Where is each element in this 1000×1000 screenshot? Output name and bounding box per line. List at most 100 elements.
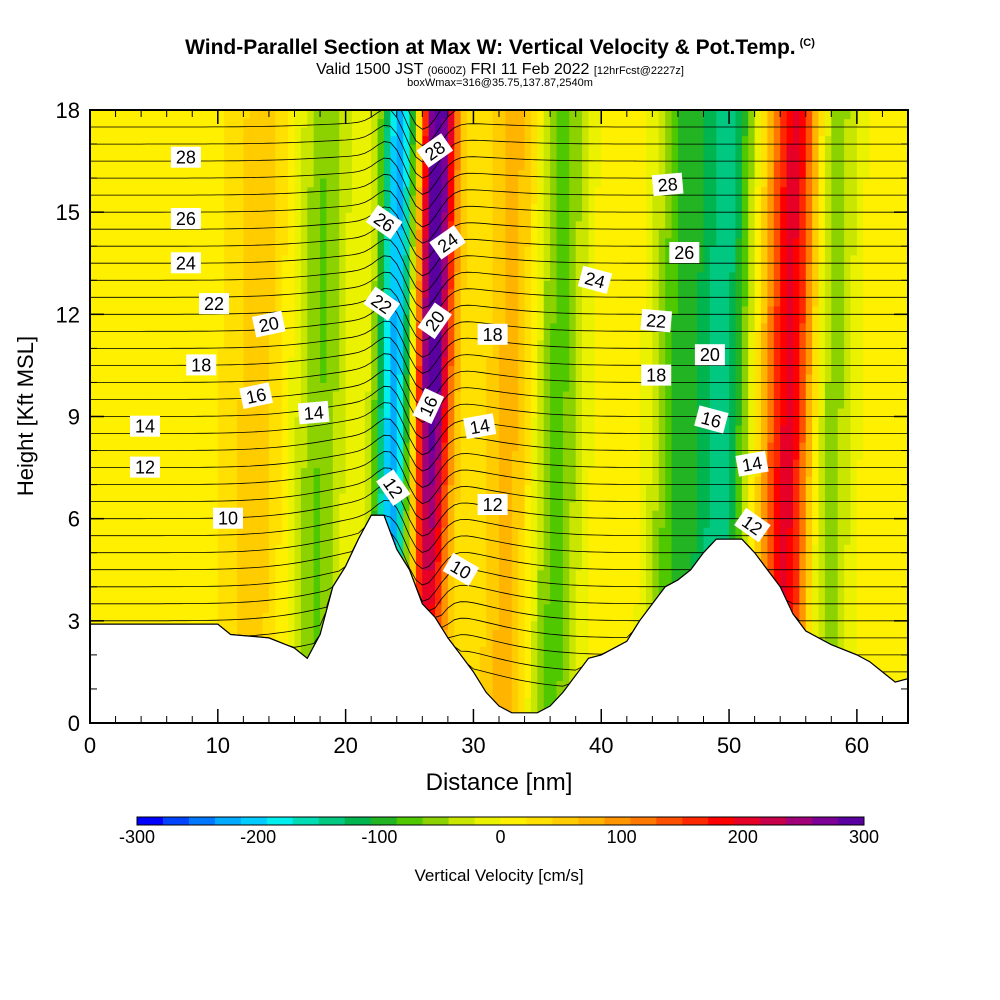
velocity-cell	[428, 365, 436, 375]
velocity-cell	[288, 476, 296, 486]
velocity-cell	[358, 501, 366, 511]
velocity-cell	[492, 212, 500, 222]
velocity-cell	[211, 569, 219, 579]
velocity-cell	[396, 178, 404, 188]
velocity-cell	[102, 280, 110, 290]
velocity-cell	[530, 705, 538, 716]
velocity-cell	[364, 144, 372, 154]
velocity-cell	[454, 110, 462, 120]
velocity-cell	[377, 178, 385, 188]
velocity-cell	[486, 654, 494, 664]
velocity-cell	[256, 305, 264, 315]
velocity-cell	[339, 229, 347, 239]
velocity-cell	[415, 476, 423, 486]
velocity-cell	[288, 450, 296, 460]
velocity-cell	[518, 535, 526, 545]
velocity-cell	[185, 612, 193, 622]
velocity-cell	[128, 178, 136, 188]
velocity-cell	[511, 297, 519, 307]
velocity-cell	[275, 399, 283, 409]
velocity-cell	[415, 433, 423, 443]
velocity-cell	[134, 271, 142, 281]
velocity-cell	[141, 399, 149, 409]
velocity-cell	[102, 203, 110, 213]
velocity-cell	[198, 527, 206, 537]
velocity-cell	[409, 493, 417, 503]
velocity-cell	[294, 220, 302, 230]
velocity-cell	[345, 263, 353, 273]
velocity-cell	[511, 459, 519, 469]
velocity-cell	[243, 118, 251, 128]
velocity-cell	[134, 365, 142, 375]
velocity-cell	[243, 203, 251, 213]
velocity-cell	[447, 595, 455, 605]
velocity-cell	[352, 297, 360, 307]
velocity-cell	[326, 229, 334, 239]
velocity-cell	[141, 305, 149, 315]
velocity-cell	[109, 331, 117, 341]
velocity-cell	[358, 195, 366, 205]
velocity-cell	[428, 373, 436, 384]
velocity-cell	[352, 390, 360, 401]
velocity-cell	[345, 161, 353, 171]
velocity-cell	[524, 433, 532, 443]
velocity-cell	[524, 612, 532, 622]
velocity-cell	[511, 246, 519, 256]
velocity-cell	[518, 297, 526, 307]
velocity-cell	[492, 552, 500, 562]
velocity-cell	[313, 433, 321, 443]
velocity-cell	[128, 390, 136, 401]
velocity-cell	[352, 271, 360, 281]
velocity-cell	[505, 399, 513, 409]
velocity-cell	[256, 118, 264, 128]
velocity-cell	[288, 135, 296, 145]
velocity-cell	[275, 578, 283, 588]
velocity-cell	[121, 305, 129, 315]
velocity-cell	[422, 271, 430, 281]
velocity-cell	[377, 161, 385, 171]
velocity-cell	[479, 373, 487, 384]
velocity-cell	[153, 484, 161, 494]
velocity-cell	[173, 459, 181, 469]
velocity-cell	[160, 127, 168, 137]
velocity-cell	[179, 544, 187, 554]
velocity-cell	[275, 297, 283, 307]
velocity-cell	[320, 467, 328, 477]
velocity-cell	[217, 339, 225, 349]
velocity-cell	[326, 288, 334, 298]
subtitle-valid: Valid 1500 JST	[316, 61, 424, 78]
velocity-cell	[473, 569, 481, 579]
velocity-cell	[300, 135, 308, 145]
velocity-cell	[332, 178, 340, 188]
velocity-cell	[326, 297, 334, 307]
velocity-cell	[166, 373, 174, 384]
velocity-cell	[467, 586, 475, 596]
velocity-cell	[179, 399, 187, 409]
velocity-cell	[358, 322, 366, 332]
velocity-cell	[511, 399, 519, 409]
velocity-cell	[505, 586, 513, 596]
velocity-cell	[211, 314, 219, 324]
velocity-cell	[166, 493, 174, 503]
velocity-cell	[345, 305, 353, 315]
velocity-cell	[90, 288, 97, 298]
velocity-cell	[467, 356, 475, 367]
velocity-cell	[166, 280, 174, 290]
velocity-cell	[115, 152, 123, 162]
velocity-cell	[153, 544, 161, 554]
velocity-cell	[447, 263, 455, 273]
velocity-cell	[447, 416, 455, 426]
velocity-cell	[441, 518, 449, 528]
velocity-cell	[492, 135, 500, 145]
velocity-cell	[339, 544, 347, 554]
velocity-cell	[198, 586, 206, 596]
velocity-cell	[454, 501, 462, 511]
velocity-cell	[217, 195, 225, 205]
velocity-cell	[211, 382, 219, 392]
velocity-cell	[460, 535, 468, 545]
velocity-cell	[192, 459, 200, 469]
velocity-cell	[499, 305, 506, 315]
velocity-cell	[224, 552, 232, 562]
velocity-cell	[364, 459, 372, 469]
velocity-cell	[294, 416, 302, 426]
